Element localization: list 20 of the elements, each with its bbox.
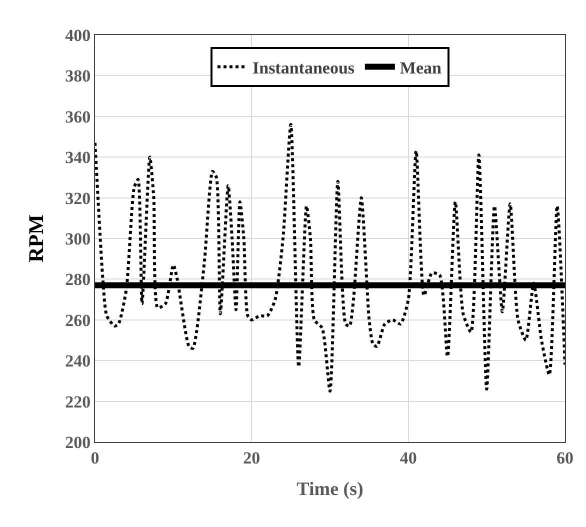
x-tick-label: 40 [400, 448, 417, 468]
x-tick-label: 60 [556, 448, 574, 468]
y-tick-label: 260 [65, 310, 91, 330]
legend-label: Mean [400, 58, 442, 78]
x-tick-label: 20 [243, 448, 260, 468]
y-tick-label: 340 [65, 148, 91, 168]
y-axis-title: RPM [24, 214, 48, 262]
x-tick-label: 0 [90, 448, 100, 468]
x-axis-title: Time (s) [296, 479, 364, 500]
y-tick-label: 240 [65, 352, 91, 371]
y-tick-label: 280 [65, 270, 91, 290]
y-tick-label: 360 [65, 107, 91, 126]
y-tick-label: 220 [65, 392, 91, 412]
y-tick-label: 320 [65, 188, 91, 208]
y-tick-label: 300 [65, 229, 91, 248]
y-tick-label: 200 [65, 432, 91, 452]
y-tick-label: 400 [65, 26, 91, 45]
y-tick-label: 380 [65, 66, 91, 86]
legend-label: Instantaneous [252, 58, 355, 78]
line-series [95, 123, 565, 393]
